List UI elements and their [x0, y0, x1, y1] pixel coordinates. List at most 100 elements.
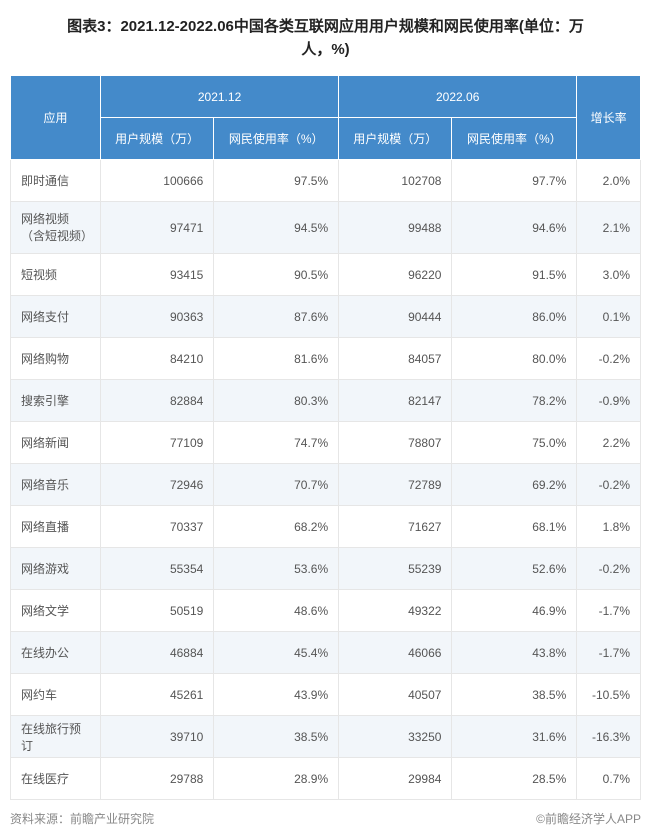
cell-growth: 1.8%: [577, 506, 641, 548]
cell-app: 网络文学: [11, 590, 101, 632]
cell-rate-1: 68.2%: [214, 506, 339, 548]
table-row: 网络音乐7294670.7%7278969.2%-0.2%: [11, 464, 641, 506]
cell-rate-1: 53.6%: [214, 548, 339, 590]
table-row: 网络购物8421081.6%8405780.0%-0.2%: [11, 338, 641, 380]
cell-growth: -1.7%: [577, 590, 641, 632]
cell-users-1: 72946: [101, 464, 214, 506]
cell-rate-1: 90.5%: [214, 254, 339, 296]
cell-rate-1: 48.6%: [214, 590, 339, 632]
cell-growth: -0.2%: [577, 548, 641, 590]
cell-rate-1: 94.5%: [214, 202, 339, 254]
table-row: 网络支付9036387.6%9044486.0%0.1%: [11, 296, 641, 338]
cell-rate-1: 74.7%: [214, 422, 339, 464]
cell-users-2: 90444: [339, 296, 452, 338]
cell-app: 网络游戏: [11, 548, 101, 590]
cell-users-1: 70337: [101, 506, 214, 548]
table-row: 网络视频（含短视频）9747194.5%9948894.6%2.1%: [11, 202, 641, 254]
cell-users-2: 84057: [339, 338, 452, 380]
cell-rate-2: 68.1%: [452, 506, 577, 548]
table-row: 搜索引擎8288480.3%8214778.2%-0.9%: [11, 380, 641, 422]
cell-users-2: 82147: [339, 380, 452, 422]
table-row: 即时通信10066697.5%10270897.7%2.0%: [11, 160, 641, 202]
cell-growth: -0.9%: [577, 380, 641, 422]
cell-rate-2: 97.7%: [452, 160, 577, 202]
cell-rate-2: 94.6%: [452, 202, 577, 254]
table-row: 网络文学5051948.6%4932246.9%-1.7%: [11, 590, 641, 632]
table-row: 网约车4526143.9%4050738.5%-10.5%: [11, 674, 641, 716]
table-row: 在线旅行预订3971038.5%3325031.6%-16.3%: [11, 716, 641, 758]
table-row: 网络新闻7710974.7%7880775.0%2.2%: [11, 422, 641, 464]
cell-users-2: 102708: [339, 160, 452, 202]
cell-app: 即时通信: [11, 160, 101, 202]
col-rate-2: 网民使用率（%）: [452, 118, 577, 160]
cell-users-1: 84210: [101, 338, 214, 380]
col-app: 应用: [11, 76, 101, 160]
cell-users-2: 96220: [339, 254, 452, 296]
cell-rate-2: 78.2%: [452, 380, 577, 422]
cell-app: 搜索引擎: [11, 380, 101, 422]
cell-users-1: 50519: [101, 590, 214, 632]
cell-growth: 2.2%: [577, 422, 641, 464]
cell-growth: 3.0%: [577, 254, 641, 296]
cell-growth: -10.5%: [577, 674, 641, 716]
cell-users-1: 100666: [101, 160, 214, 202]
cell-rate-1: 43.9%: [214, 674, 339, 716]
credit-label: ©前瞻经济学人APP: [536, 810, 641, 827]
cell-users-2: 40507: [339, 674, 452, 716]
cell-users-2: 71627: [339, 506, 452, 548]
col-period-1: 2021.12: [101, 76, 339, 118]
cell-users-2: 33250: [339, 716, 452, 758]
cell-app: 网络音乐: [11, 464, 101, 506]
table-header: 应用 2021.12 2022.06 增长率 用户规模（万） 网民使用率（%） …: [11, 76, 641, 160]
cell-app: 网络视频（含短视频）: [11, 202, 101, 254]
cell-users-1: 90363: [101, 296, 214, 338]
cell-users-1: 46884: [101, 632, 214, 674]
cell-rate-1: 80.3%: [214, 380, 339, 422]
cell-growth: -1.7%: [577, 632, 641, 674]
cell-rate-2: 52.6%: [452, 548, 577, 590]
footer: 资料来源：前瞻产业研究院 ©前瞻经济学人APP: [10, 810, 641, 827]
cell-users-1: 77109: [101, 422, 214, 464]
cell-rate-2: 86.0%: [452, 296, 577, 338]
cell-rate-1: 45.4%: [214, 632, 339, 674]
cell-app: 短视频: [11, 254, 101, 296]
cell-growth: 0.1%: [577, 296, 641, 338]
title-line-2: 人，%): [301, 41, 349, 58]
cell-app: 网络支付: [11, 296, 101, 338]
data-table: 应用 2021.12 2022.06 增长率 用户规模（万） 网民使用率（%） …: [10, 75, 641, 800]
cell-rate-2: 31.6%: [452, 716, 577, 758]
cell-users-2: 55239: [339, 548, 452, 590]
cell-users-2: 78807: [339, 422, 452, 464]
cell-users-1: 45261: [101, 674, 214, 716]
cell-app: 网约车: [11, 674, 101, 716]
cell-app: 网络新闻: [11, 422, 101, 464]
title-line-1: 图表3：2021.12-2022.06中国各类互联网应用用户规模和网民使用率(单…: [67, 18, 584, 35]
col-period-2: 2022.06: [339, 76, 577, 118]
cell-rate-1: 70.7%: [214, 464, 339, 506]
cell-rate-2: 75.0%: [452, 422, 577, 464]
table-row: 在线办公4688445.4%4606643.8%-1.7%: [11, 632, 641, 674]
cell-users-1: 97471: [101, 202, 214, 254]
cell-rate-1: 38.5%: [214, 716, 339, 758]
cell-users-1: 39710: [101, 716, 214, 758]
table-row: 短视频9341590.5%9622091.5%3.0%: [11, 254, 641, 296]
col-rate-1: 网民使用率（%）: [214, 118, 339, 160]
cell-growth: -16.3%: [577, 716, 641, 758]
table-body: 即时通信10066697.5%10270897.7%2.0%网络视频（含短视频）…: [11, 160, 641, 800]
cell-users-1: 93415: [101, 254, 214, 296]
source-label: 资料来源：前瞻产业研究院: [10, 810, 154, 827]
cell-rate-2: 43.8%: [452, 632, 577, 674]
cell-users-2: 46066: [339, 632, 452, 674]
cell-rate-2: 80.0%: [452, 338, 577, 380]
cell-users-2: 99488: [339, 202, 452, 254]
cell-rate-1: 87.6%: [214, 296, 339, 338]
cell-app: 网络直播: [11, 506, 101, 548]
table-row: 网络直播7033768.2%7162768.1%1.8%: [11, 506, 641, 548]
col-users-2: 用户规模（万）: [339, 118, 452, 160]
col-users-1: 用户规模（万）: [101, 118, 214, 160]
cell-growth: 2.0%: [577, 160, 641, 202]
cell-users-1: 82884: [101, 380, 214, 422]
cell-growth: -0.2%: [577, 338, 641, 380]
cell-rate-1: 81.6%: [214, 338, 339, 380]
cell-growth: -0.2%: [577, 464, 641, 506]
